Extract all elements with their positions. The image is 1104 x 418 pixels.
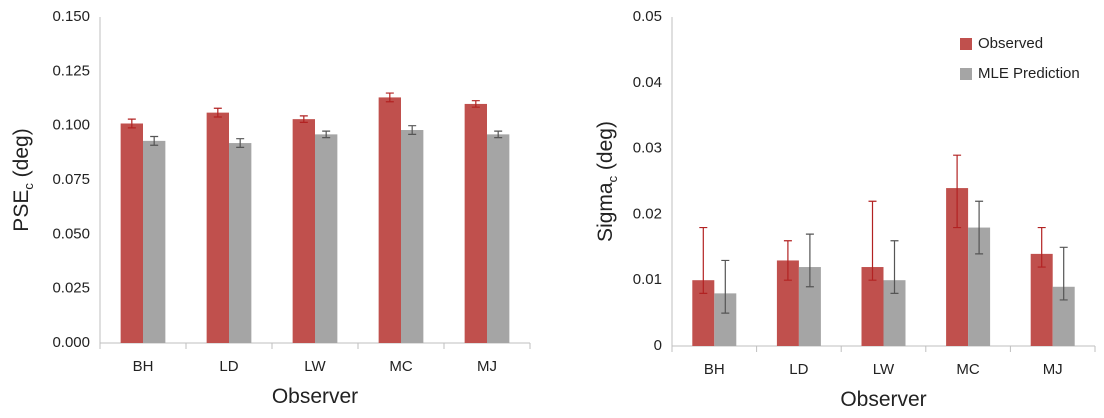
x-tick-label: LD — [219, 358, 238, 375]
bar — [206, 112, 229, 343]
bar — [714, 293, 737, 346]
error-bar — [721, 259, 730, 314]
y-tick-label: 0.01 — [633, 271, 662, 288]
bar — [292, 119, 315, 343]
bar — [378, 97, 401, 343]
error-bar — [150, 135, 159, 146]
error-bar — [1037, 226, 1046, 268]
y-axis-label-part: c — [21, 183, 36, 190]
error-bar — [213, 107, 222, 118]
bar — [1030, 253, 1053, 346]
y-axis-label-part: PSE — [10, 190, 33, 232]
bar — [861, 267, 884, 346]
error-bar — [385, 92, 394, 103]
error-bar — [868, 200, 877, 281]
error-bar — [127, 118, 136, 129]
x-axis-label: Observer — [840, 388, 926, 411]
error-bar — [975, 200, 984, 255]
x-tick-label: BH — [704, 361, 725, 378]
x-tick-label: MJ — [477, 358, 497, 375]
error-bar — [322, 130, 331, 139]
error-bar — [805, 233, 814, 288]
error-bar — [953, 154, 962, 229]
x-axis-label: Observer — [272, 385, 358, 408]
bar — [229, 143, 252, 343]
x-tick-label: MJ — [1043, 361, 1063, 378]
y-axis-label: PSEc (deg) — [10, 128, 36, 231]
bar — [464, 103, 487, 343]
bar — [776, 260, 799, 346]
y-tick-label: 0.03 — [633, 140, 662, 157]
bar — [692, 280, 715, 346]
y-tick-label: 0.100 — [52, 117, 90, 134]
legend-swatch — [960, 38, 972, 50]
x-tick-label: BH — [133, 358, 154, 375]
y-tick-label: 0.04 — [633, 74, 662, 91]
bar — [798, 267, 821, 346]
x-tick-label: MC — [956, 361, 979, 378]
bar — [883, 280, 906, 346]
legend-swatch — [960, 68, 972, 80]
x-tick-label: LW — [304, 358, 326, 375]
y-axis-label: Sigmac (deg) — [594, 121, 620, 242]
y-tick-label: 0.000 — [52, 334, 90, 351]
y-tick-label: 0.025 — [52, 280, 90, 297]
x-tick-label: LD — [789, 361, 808, 378]
y-tick-label: 0 — [654, 337, 662, 354]
error-bar — [236, 138, 245, 148]
y-tick-label: 0.125 — [52, 62, 90, 79]
y-tick-label: 0.050 — [52, 225, 90, 242]
bar — [968, 227, 991, 346]
bar — [401, 130, 424, 343]
error-bar — [299, 115, 308, 124]
y-axis-label-part: (deg) — [594, 121, 617, 176]
bar — [1052, 286, 1075, 346]
y-tick-label: 0.150 — [52, 8, 90, 25]
bar — [143, 140, 166, 343]
bar — [487, 134, 510, 343]
legend-label: MLE Prediction — [978, 65, 1080, 82]
x-tick-label: MC — [389, 358, 412, 375]
error-bar — [890, 240, 899, 294]
bar — [946, 188, 969, 346]
error-bar — [699, 226, 708, 294]
y-tick-label: 0.02 — [633, 205, 662, 222]
y-axis-label-part: Sigma — [594, 182, 617, 242]
y-axis-label-part: c — [605, 175, 620, 182]
error-bar — [783, 240, 792, 281]
bar — [315, 134, 338, 343]
legend-label: Observed — [978, 35, 1043, 52]
error-bar — [494, 130, 503, 139]
y-tick-label: 0.05 — [633, 8, 662, 25]
y-tick-label: 0.075 — [52, 171, 90, 188]
bar — [120, 123, 143, 343]
x-tick-label: LW — [873, 361, 895, 378]
error-bar — [471, 100, 480, 108]
error-bar — [1059, 246, 1068, 301]
error-bar — [408, 125, 417, 135]
y-axis-label-part: (deg) — [10, 128, 33, 183]
